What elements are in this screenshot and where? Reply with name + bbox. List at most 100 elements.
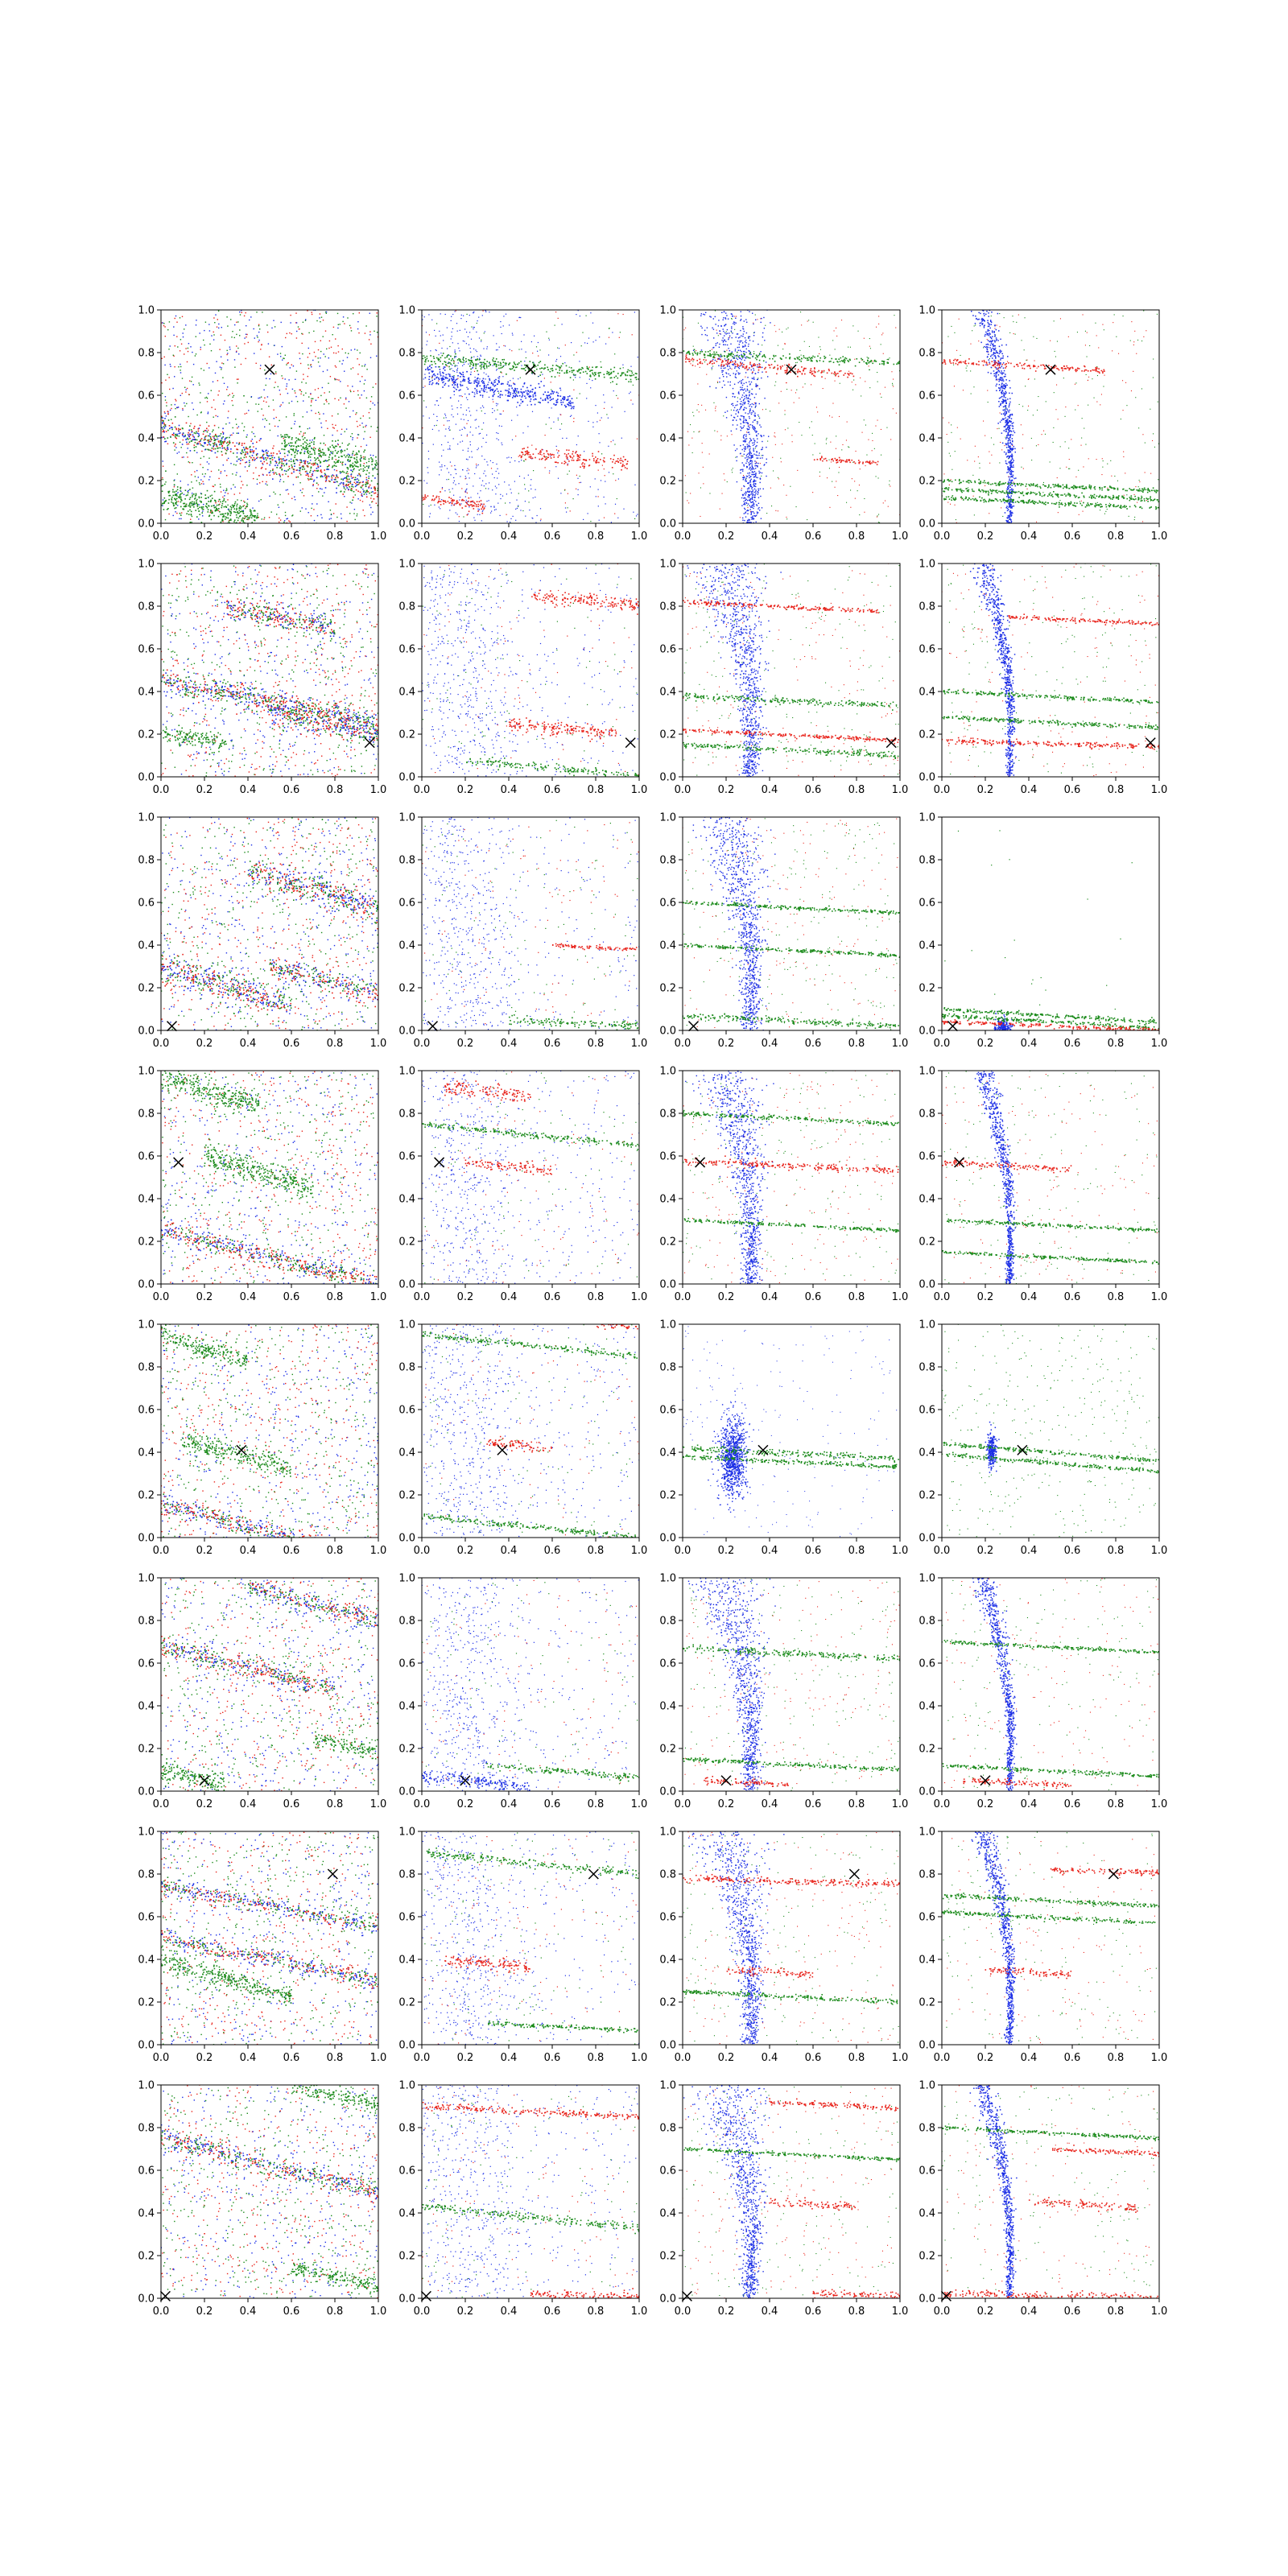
scatter-point	[568, 395, 571, 397]
scatter-point	[180, 339, 182, 341]
scatter-point	[476, 379, 478, 382]
scatter-point	[210, 510, 212, 512]
scatter-point	[727, 318, 729, 320]
scatter-point	[263, 458, 265, 460]
scatter-point	[236, 507, 237, 510]
scatter-point	[493, 477, 495, 479]
scatter-point	[224, 439, 226, 441]
scatter-point	[499, 361, 502, 364]
scatter-point	[432, 444, 434, 445]
scatter-point	[760, 518, 762, 519]
scatter-point	[309, 456, 312, 458]
scatter-point	[434, 404, 436, 406]
scatter-point	[324, 454, 327, 456]
scatter-point	[293, 471, 295, 473]
scatter-point	[283, 448, 286, 451]
scatter-point	[569, 456, 572, 457]
scatter-point	[466, 514, 469, 516]
scatter-point	[576, 474, 577, 476]
scatter-point	[333, 427, 335, 429]
scatter-point	[299, 482, 301, 484]
scatter-point	[165, 440, 167, 443]
scatter-point	[201, 508, 204, 510]
scatter-point	[360, 417, 361, 419]
scatter-point	[200, 438, 203, 440]
scatter-point	[444, 357, 446, 359]
scatter-point	[709, 386, 711, 387]
scatter-point	[325, 460, 328, 462]
scatter-point	[737, 392, 740, 394]
scatter-point	[527, 452, 529, 454]
scatter-point	[180, 372, 182, 374]
scatter-point	[621, 373, 623, 375]
scatter-point	[822, 388, 824, 390]
scatter-point	[207, 440, 209, 442]
scatter-point	[368, 465, 370, 467]
scatter-point	[737, 382, 739, 384]
scatter-point	[598, 433, 600, 435]
scatter-point	[564, 463, 565, 464]
scatter-point	[556, 449, 558, 451]
scatter-point	[690, 363, 691, 365]
scatter-point	[222, 433, 225, 435]
scatter-point	[346, 475, 348, 477]
scatter-point	[236, 423, 237, 425]
axes-frame	[160, 309, 379, 524]
scatter-point	[518, 390, 520, 393]
scatter-point	[475, 467, 477, 469]
scatter-point	[463, 500, 465, 502]
scatter-point	[204, 436, 206, 438]
scatter-point	[191, 505, 193, 506]
scatter-point	[543, 368, 545, 370]
scatter-point	[811, 435, 813, 436]
scatter-point	[374, 404, 376, 406]
scatter-point	[753, 512, 755, 514]
scatter-point	[307, 474, 309, 476]
scatter-point	[780, 461, 782, 463]
scatter-point	[507, 399, 510, 402]
scatter-point	[563, 398, 564, 401]
scatter-point	[887, 506, 889, 507]
scatter-point	[599, 442, 601, 444]
scatter-point	[586, 367, 588, 369]
scatter-point	[370, 487, 373, 489]
scatter-point	[208, 367, 210, 369]
scatter-point	[443, 367, 444, 369]
scatter-point	[442, 382, 444, 384]
scatter-point	[255, 448, 257, 450]
scatter-point	[438, 498, 440, 500]
scatter-point	[484, 368, 485, 369]
scatter-point	[573, 418, 575, 419]
scatter-point	[834, 486, 836, 488]
scatter-point	[473, 395, 476, 398]
scatter-point	[237, 347, 239, 349]
scatter-point	[342, 478, 345, 480]
scatter-point	[368, 485, 370, 488]
scatter-point	[520, 316, 522, 319]
scatter-point	[613, 459, 614, 460]
scatter-point	[245, 462, 246, 464]
scatter-point	[163, 420, 164, 422]
scatter-point	[522, 432, 524, 434]
scatter-point	[282, 359, 283, 361]
scatter-point	[332, 440, 333, 442]
scatter-point	[443, 378, 445, 380]
scatter-point	[482, 437, 484, 439]
scatter-point	[299, 452, 301, 454]
scatter-point	[251, 439, 253, 440]
scatter-point	[326, 369, 328, 371]
scatter-point	[534, 403, 536, 406]
scatter-point	[336, 445, 337, 448]
scatter-point	[360, 465, 361, 467]
scatter-point	[335, 424, 336, 426]
scatter-point	[496, 364, 497, 365]
scatter-point	[341, 363, 343, 365]
scatter-point	[329, 446, 331, 448]
scatter-point	[537, 341, 539, 344]
scatter-point	[508, 384, 510, 386]
scatter-point	[179, 518, 180, 520]
scatter-point	[319, 453, 320, 455]
scatter-point	[477, 378, 478, 380]
scatter-point	[577, 459, 580, 461]
scatter-point	[222, 443, 225, 444]
